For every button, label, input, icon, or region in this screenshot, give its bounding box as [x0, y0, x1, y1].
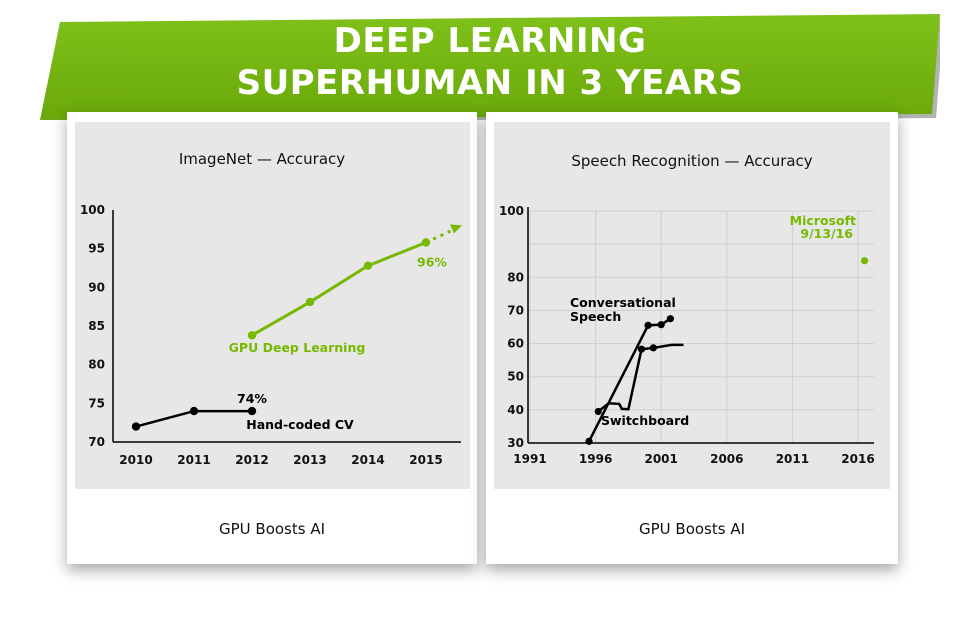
speech-y-tick-label: 70 [507, 303, 524, 317]
deep-learning-projection-arrow [450, 224, 462, 234]
conversational-label-line1: Conversational [570, 295, 676, 310]
speech-x-tick-label: 2006 [710, 452, 743, 466]
conversational-speech-line [587, 317, 672, 442]
deep-learning-label: GPU Deep Learning [229, 340, 366, 355]
conversational-speech-point [666, 315, 674, 323]
conversational-speech-point [644, 321, 652, 329]
imagenet-x-tick-label: 2012 [235, 453, 268, 467]
speech-x-tick-label: 2011 [776, 452, 809, 466]
banner-title: DEEP LEARNING SUPERHUMAN IN 3 YEARS [40, 20, 940, 104]
speech-y-tick-label: 100 [499, 204, 524, 218]
imagenet-chart: ImageNet — Accuracy 70 75 80 85 90 95 100 2010 20… [80, 150, 462, 467]
speech-y-tick-label: 40 [507, 403, 524, 417]
microsoft-point [860, 257, 869, 265]
conversational-label-line2: Speech [570, 309, 621, 324]
speech-x-tick-label: 2001 [644, 452, 677, 466]
annotation-96-percent: 96% [417, 254, 447, 269]
banner-line-2: SUPERHUMAN IN 3 YEARS [236, 63, 744, 103]
deep-learning-point [247, 331, 257, 340]
imagenet-x-tick-label: 2013 [293, 453, 326, 467]
hand-coded-point [247, 406, 257, 416]
imagenet-y-tick-label: 85 [88, 319, 105, 333]
banner-line-1: DEEP LEARNING [333, 21, 647, 61]
switchboard-point [649, 344, 657, 352]
speech-y-tick-label: 30 [507, 436, 524, 450]
deep-learning-point [363, 261, 373, 270]
switchboard-label: Switchboard [601, 413, 689, 428]
footer-right: GPU Boosts AI [638, 520, 746, 538]
imagenet-x-tick-label: 2010 [119, 453, 152, 467]
imagenet-y-tick-label: 75 [88, 396, 105, 410]
microsoft-label-line2: 9/13/16 [800, 226, 853, 241]
imagenet-x-tick-label: 2011 [177, 453, 210, 467]
imagenet-card: ImageNet — Accuracy 70 75 80 85 90 95 100 2010 20… [67, 112, 477, 564]
speech-y-tick-label: 80 [507, 270, 524, 284]
microsoft-label-line1: Microsoft [790, 213, 856, 228]
speech-x-tick-label: 1996 [579, 452, 612, 466]
annotation-74-percent: 74% [237, 391, 267, 406]
footer-left: GPU Boosts AI [218, 520, 326, 538]
imagenet-y-tick-label: 90 [88, 280, 105, 294]
speech-chart-title: Speech Recognition — Accuracy [571, 152, 812, 170]
imagenet-plot-area [75, 122, 470, 489]
speech-y-tick-label: 60 [507, 337, 524, 351]
deep-learning-point [305, 297, 315, 307]
imagenet-y-tick-label: 100 [80, 203, 105, 217]
conversational-speech-point [657, 321, 665, 329]
conversational-speech-point [585, 437, 593, 445]
deep-learning-line [251, 241, 427, 337]
speech-plot-area [494, 122, 890, 489]
imagenet-y-tick-label: 95 [88, 242, 105, 256]
imagenet-chart-title: ImageNet — Accuracy [179, 150, 345, 168]
speech-y-tick-label: 50 [507, 370, 524, 384]
imagenet-x-tick-label: 2014 [351, 453, 384, 467]
imagenet-y-tick-label: 80 [88, 358, 105, 372]
switchboard-point [594, 407, 602, 416]
switchboard-line [597, 343, 684, 413]
speech-x-tick-label: 2016 [841, 452, 874, 466]
speech-x-tick-label: 1991 [513, 452, 546, 466]
speech-card: Speech Recognition — Accuracy 30 40 50 60 70 8… [486, 112, 898, 564]
hand-coded-point [131, 422, 141, 431]
speech-chart: Speech Recognition — Accuracy 30 40 50 60 70 8… [499, 152, 875, 466]
imagenet-y-tick-label: 70 [88, 435, 105, 449]
hand-coded-label: Hand-coded CV [246, 417, 354, 432]
hand-coded-point [189, 406, 199, 416]
deep-learning-projection [425, 228, 453, 244]
switchboard-point [637, 345, 646, 353]
imagenet-x-tick-label: 2015 [409, 453, 442, 467]
title-banner [40, 14, 940, 120]
